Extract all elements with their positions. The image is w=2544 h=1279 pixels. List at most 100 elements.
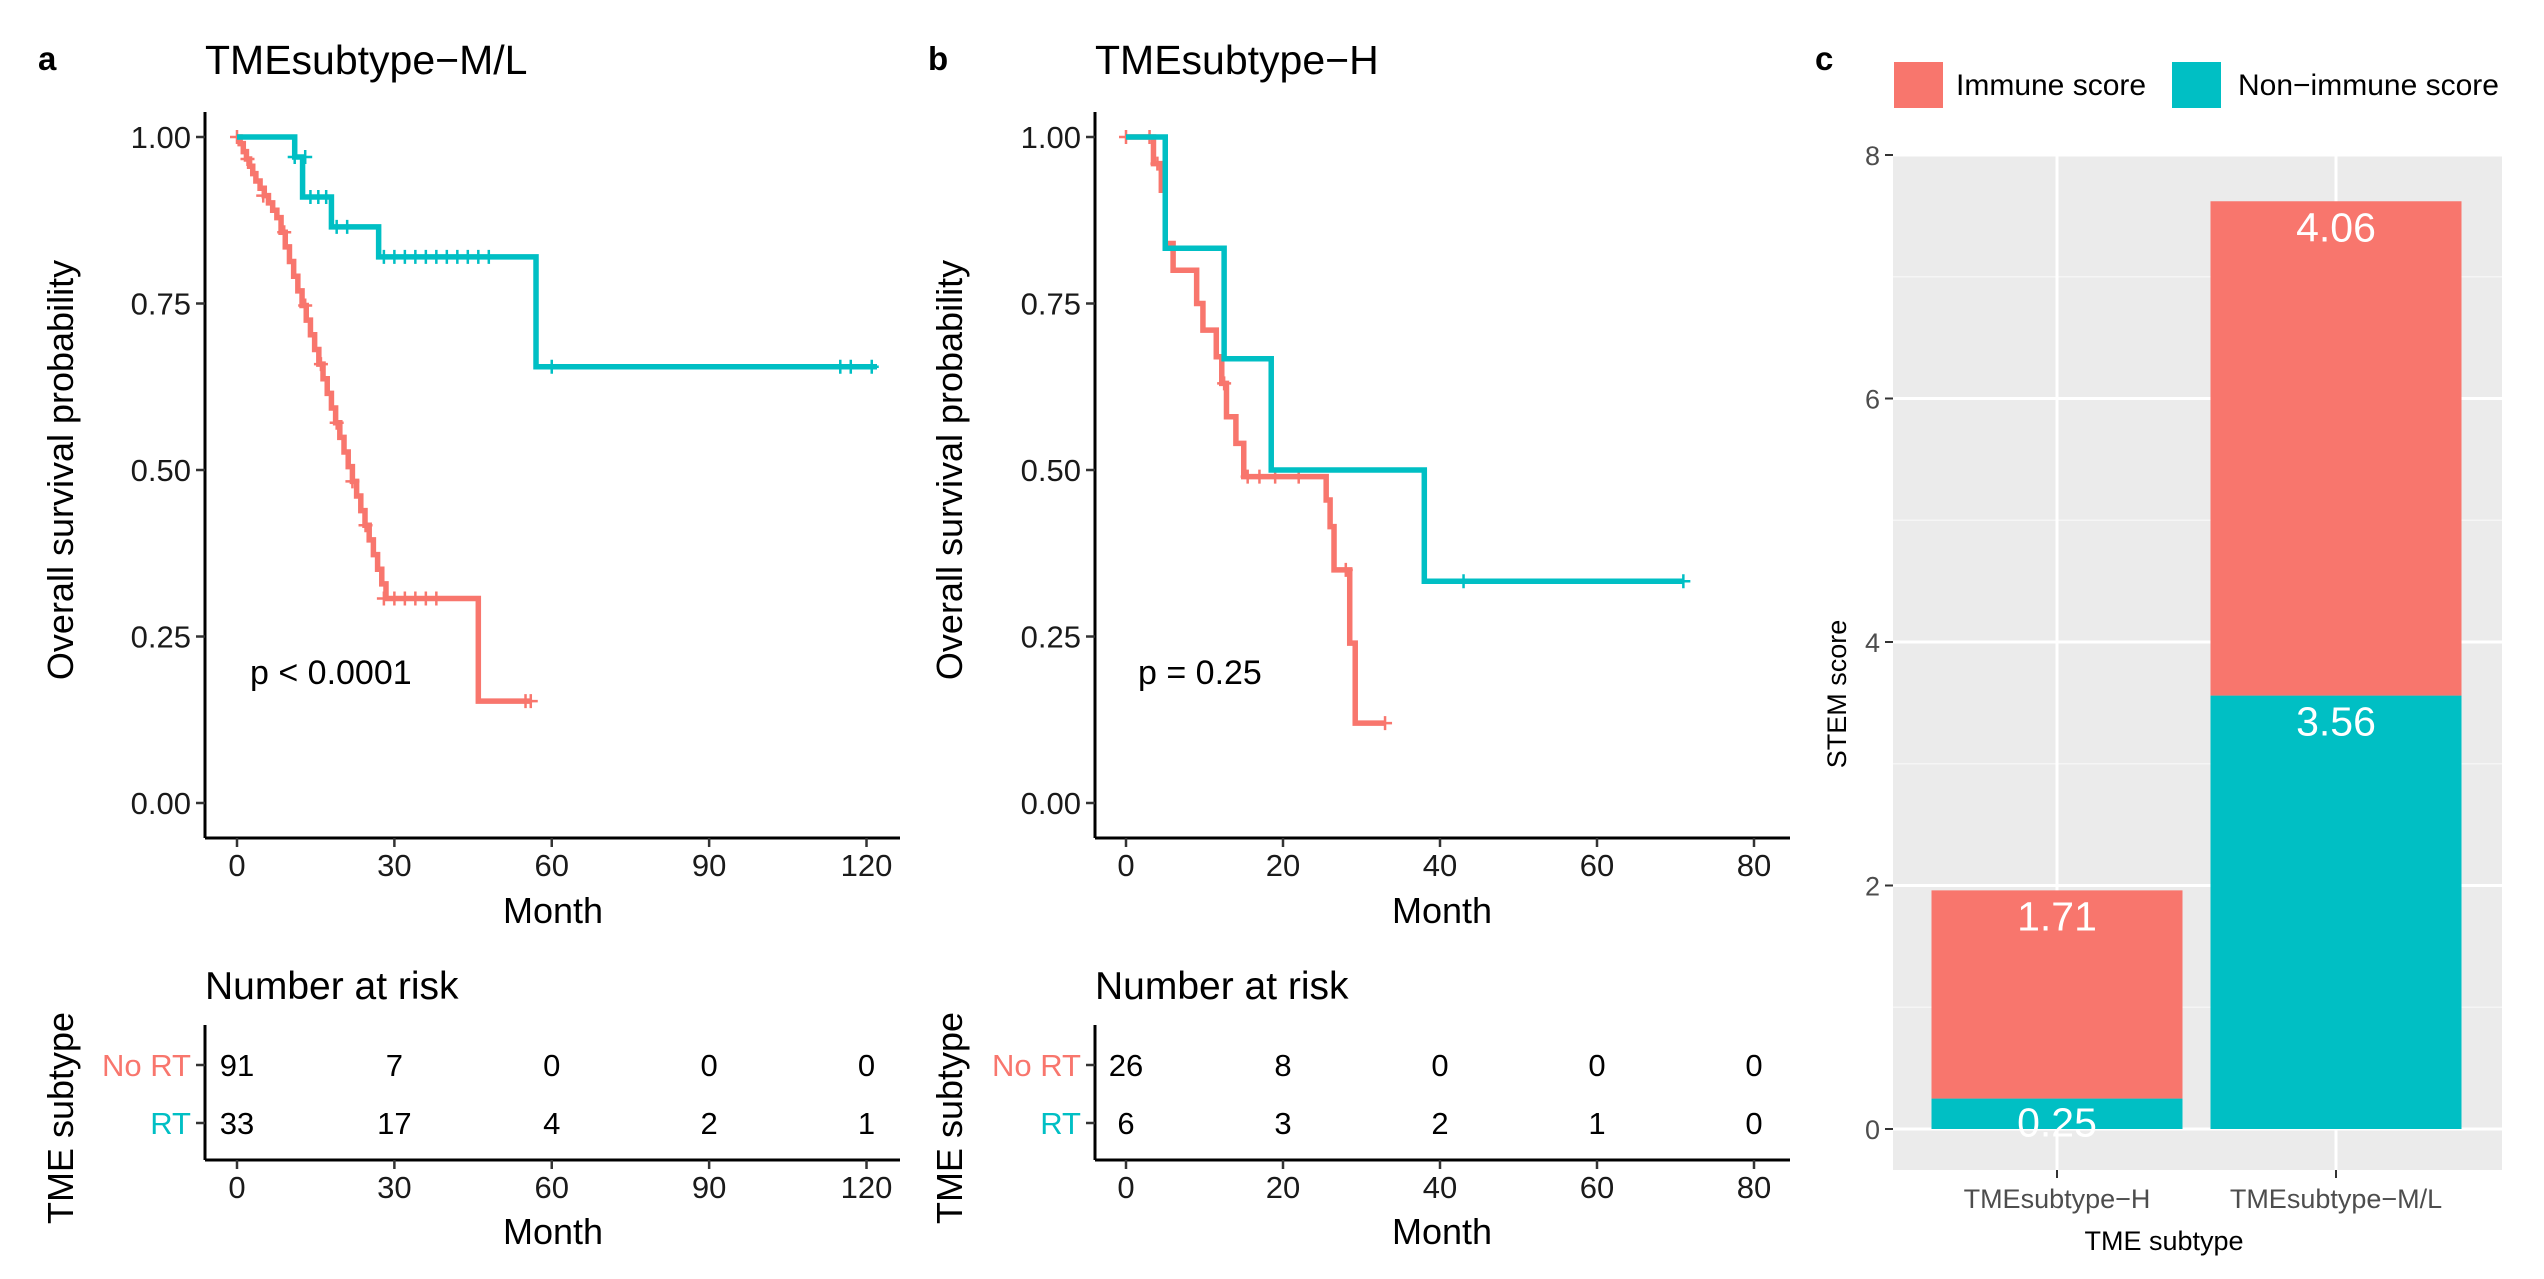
a-censor-mark-no-rt [313, 357, 328, 372]
a-risk-row-label: RT [150, 1106, 191, 1141]
b-risk-count: 8 [1274, 1048, 1291, 1083]
panel-c: c Immune score Non−immune score 0 2 4 6 8 0.25… [1815, 40, 2502, 1256]
b-censor-mark-rt [1676, 574, 1691, 589]
panel-c-letter: c [1815, 40, 1833, 77]
a-y-tick-label: 1.00 [131, 120, 191, 155]
b-x-tick-label: 80 [1737, 848, 1771, 883]
panel-c-y-tick-label: 8 [1865, 141, 1880, 171]
panel-c-legend-swatch [2172, 62, 2221, 108]
a-censor-mark-rt [481, 249, 496, 264]
b-x-tick-label: 0 [1117, 848, 1134, 883]
b-y-tick-label: 0.75 [1021, 287, 1081, 322]
panel-c-legend-swatch [1894, 62, 1943, 108]
b-risk-row-label: No RT [992, 1048, 1081, 1083]
a-censor-mark-no-rt [240, 151, 255, 166]
panel-a-p-value: p < 0.0001 [250, 654, 412, 692]
b-risk-x-tick-label: 20 [1266, 1170, 1300, 1205]
b-risk-x-tick-label: 0 [1117, 1170, 1134, 1205]
a-risk-x-tick-label: 0 [228, 1170, 245, 1205]
a-y-tick-label: 0.25 [131, 620, 191, 655]
b-y-tick-label: 0.00 [1021, 786, 1081, 821]
panel-b-p-value: p = 0.25 [1138, 654, 1262, 692]
panel-c-x-tick-label: TMEsubtype−M/L [2230, 1184, 2442, 1214]
panel-c-bar-immune-score [1931, 890, 2183, 1099]
b-risk-x-tick-label: 60 [1580, 1170, 1614, 1205]
panel-c-bar-immune-score [2210, 201, 2462, 696]
a-y-tick-label: 0.50 [131, 453, 191, 488]
panel-a-risk-title: Number at risk [205, 965, 459, 1008]
b-censor-mark-no-rt [1338, 562, 1353, 577]
b-y-tick-label: 0.25 [1021, 620, 1081, 655]
b-survival-curve-rt [1126, 134, 1684, 584]
panel-b-title: TMEsubtype−H [1095, 37, 1379, 83]
panel-b-risk-table: No RT 26 8 0 0 0RT 6 3 2 1 00 20 40 60 80 [992, 1025, 1790, 1205]
a-risk-count: 91 [220, 1048, 254, 1083]
b-censor-mark-no-rt [1252, 469, 1267, 484]
panel-c-bar-value-label: 3.56 [2296, 699, 2376, 745]
b-risk-count: 0 [1745, 1106, 1762, 1141]
a-risk-count: 7 [386, 1048, 403, 1083]
panel-c-bar-non-immune-score [2210, 695, 2462, 1129]
panel-a-title: TMEsubtype−M/L [205, 37, 527, 83]
b-risk-count: 2 [1431, 1106, 1448, 1141]
panel-a: a TMEsubtype−M/L Overall survival probab… [38, 37, 900, 1252]
a-y-tick-label: 0.75 [131, 287, 191, 322]
panel-c-bar-value-label: 1.71 [2017, 893, 2097, 939]
panel-b-risk-title: Number at risk [1095, 965, 1349, 1008]
panel-a-plot-area: 0.00 0.25 0.50 0.75 1.00 0 30 60 90 120 [131, 112, 900, 883]
a-risk-count: 2 [701, 1106, 718, 1141]
panel-c-y-tick-label: 2 [1865, 872, 1880, 902]
a-risk-count: 4 [543, 1106, 560, 1141]
a-y-tick-label: 0.00 [131, 786, 191, 821]
b-y-tick-label: 1.00 [1021, 120, 1081, 155]
panel-c-bar-non-immune-score [1931, 1098, 2183, 1129]
a-x-tick-label: 90 [692, 848, 726, 883]
a-risk-x-tick-label: 90 [692, 1170, 726, 1205]
a-censor-mark-rt [319, 189, 334, 204]
panel-b-plot-area: 0.00 0.25 0.50 0.75 1.00 0 20 40 60 80 [1021, 112, 1790, 883]
a-censor-mark-no-rt [345, 474, 360, 489]
a-x-tick-label: 60 [535, 848, 569, 883]
b-y-tick-label: 0.50 [1021, 453, 1081, 488]
b-censor-mark-rt [1456, 574, 1471, 589]
panel-c-bar-value-label: 0.25 [2017, 1100, 2097, 1146]
b-risk-x-tick-label: 80 [1737, 1170, 1771, 1205]
a-censor-mark-rt [340, 219, 355, 234]
a-censor-mark-no-rt [256, 188, 271, 203]
a-survival-curve-rt [237, 134, 877, 370]
panel-c-legend-label: Non−immune score [2238, 69, 2499, 102]
b-censor-mark-no-rt [1150, 156, 1165, 171]
panel-c-y-axis-title: STEM score [1822, 620, 1852, 769]
panel-b-risk-x-title: Month [1392, 1211, 1492, 1252]
b-x-tick-label: 60 [1580, 848, 1614, 883]
panel-a-risk-x-title: Month [503, 1211, 603, 1252]
a-risk-count: 1 [858, 1106, 875, 1141]
b-risk-count: 1 [1588, 1106, 1605, 1141]
panel-b-x-axis-title: Month [1392, 890, 1492, 931]
panel-c-y-tick-label: 4 [1865, 628, 1880, 658]
b-x-tick-label: 40 [1423, 848, 1457, 883]
a-x-tick-label: 30 [377, 848, 411, 883]
b-risk-row-label: RT [1040, 1106, 1081, 1141]
a-risk-count: 33 [220, 1106, 254, 1141]
panel-b-letter: b [928, 40, 948, 77]
b-censor-mark-no-rt [1378, 716, 1393, 731]
a-risk-x-tick-label: 30 [377, 1170, 411, 1205]
b-risk-count: 0 [1431, 1048, 1448, 1083]
a-censor-mark-no-rt [298, 298, 313, 313]
a-risk-count: 0 [543, 1048, 560, 1083]
b-censor-mark-no-rt [1217, 376, 1232, 391]
a-censor-mark-no-rt [429, 591, 444, 606]
a-risk-x-tick-label: 60 [535, 1170, 569, 1205]
panel-c-y-tick-label: 6 [1865, 385, 1880, 415]
a-censor-mark-no-rt [329, 415, 344, 430]
a-risk-row-label: No RT [102, 1048, 191, 1083]
panel-c-legend-label: Immune score [1956, 69, 2146, 102]
b-x-tick-label: 20 [1266, 848, 1300, 883]
b-risk-count: 0 [1745, 1048, 1762, 1083]
a-censor-mark-rt [298, 149, 313, 164]
a-risk-count: 17 [377, 1106, 411, 1141]
b-censor-mark-no-rt [1240, 469, 1255, 484]
panel-a-risk-y-title: TME subtype [40, 1012, 81, 1224]
